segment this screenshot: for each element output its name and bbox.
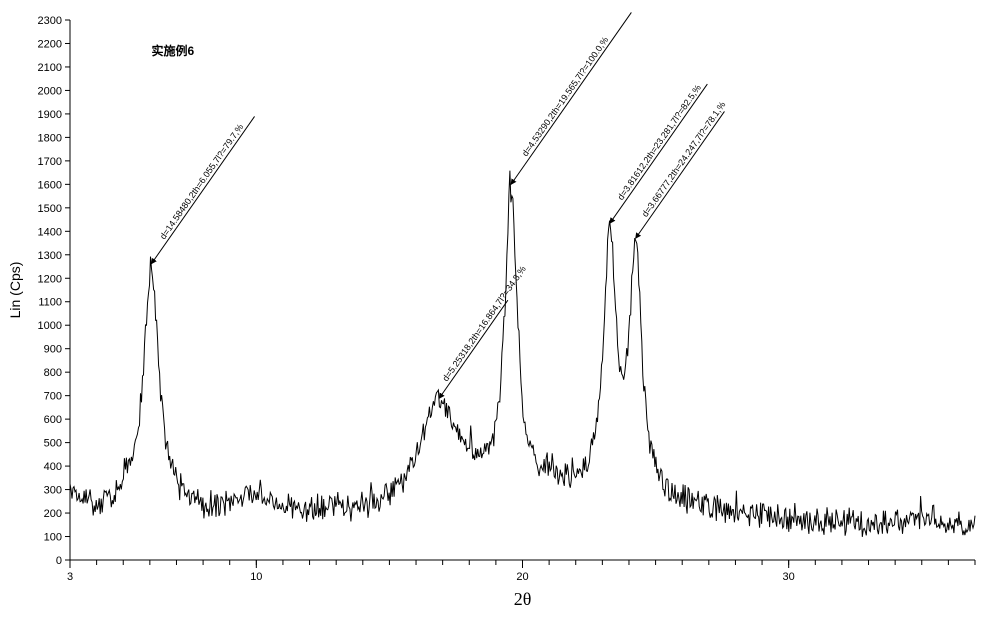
y-tick-label: 1200 bbox=[38, 273, 62, 285]
y-tick-label: 2000 bbox=[38, 85, 62, 97]
xrd-trace bbox=[70, 171, 975, 537]
y-tick-label: 500 bbox=[44, 438, 62, 450]
x-tick-label: 3 bbox=[67, 571, 73, 583]
y-tick-label: 2200 bbox=[38, 38, 62, 50]
y-tick-label: 200 bbox=[44, 508, 62, 520]
x-tick-label: 30 bbox=[783, 571, 795, 583]
peak-label: d=5.25318,2th=16.864,7l?=34.8,% bbox=[440, 264, 528, 383]
y-tick-label: 1400 bbox=[38, 226, 62, 238]
x-tick-label: 10 bbox=[250, 571, 262, 583]
y-tick-label: 100 bbox=[44, 532, 62, 544]
y-tick-label: 1600 bbox=[38, 179, 62, 191]
y-tick-label: 1500 bbox=[38, 203, 62, 215]
y-tick-label: 1900 bbox=[38, 109, 62, 121]
x-tick-label: 20 bbox=[516, 571, 528, 583]
peak-callout-line bbox=[151, 116, 254, 263]
y-tick-label: 600 bbox=[44, 414, 62, 426]
y-tick-label: 400 bbox=[44, 461, 62, 473]
peak-label: d=14.58480,2th=6.055,7l?=79.7,% bbox=[158, 122, 246, 241]
y-tick-label: 1700 bbox=[38, 156, 62, 168]
y-tick-label: 1800 bbox=[38, 132, 62, 144]
xrd-chart: 0 100 200 300 400 500 600 700 800 900 1000 1100 1200… bbox=[0, 0, 1000, 624]
y-tick-label: 0 bbox=[56, 555, 62, 567]
y-tick-label: 800 bbox=[44, 367, 62, 379]
y-tick-label: 900 bbox=[44, 344, 62, 356]
chart-title: 实施例6 bbox=[151, 43, 194, 58]
y-tick-label: 1000 bbox=[38, 320, 62, 332]
y-tick-label: 700 bbox=[44, 391, 62, 403]
peak-label: d=4.53290,2th=19.565,7l?=100.0,% bbox=[520, 35, 610, 158]
y-tick-label: 2300 bbox=[38, 15, 62, 27]
y-tick-label: 2100 bbox=[38, 62, 62, 74]
y-tick-label: 1100 bbox=[38, 297, 62, 309]
peak-callout-line bbox=[636, 111, 725, 238]
y-tick-label: 300 bbox=[44, 485, 62, 497]
peak-callout-line bbox=[511, 12, 631, 184]
chart-svg: 0 100 200 300 400 500 600 700 800 900 1000 1100 1200… bbox=[0, 0, 1000, 624]
y-axis-title: Lin (Cps) bbox=[7, 262, 23, 319]
y-tick-label: 1300 bbox=[38, 250, 62, 262]
peak-callout-line bbox=[439, 300, 508, 398]
x-axis-title: 2θ bbox=[514, 589, 532, 609]
